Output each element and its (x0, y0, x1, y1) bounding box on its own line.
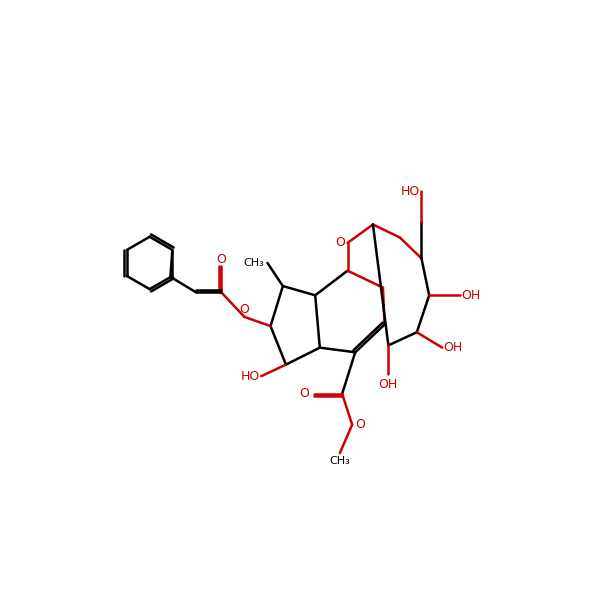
Text: O: O (239, 304, 249, 316)
Text: CH₃: CH₃ (329, 456, 350, 466)
Text: HO: HO (241, 370, 260, 383)
Text: O: O (355, 418, 365, 431)
Text: OH: OH (443, 341, 463, 354)
Text: O: O (335, 236, 345, 250)
Text: HO: HO (401, 185, 421, 198)
Text: OH: OH (461, 289, 481, 302)
Text: O: O (217, 253, 226, 266)
Text: CH₃: CH₃ (243, 258, 264, 268)
Text: OH: OH (379, 378, 398, 391)
Text: O: O (299, 388, 310, 400)
